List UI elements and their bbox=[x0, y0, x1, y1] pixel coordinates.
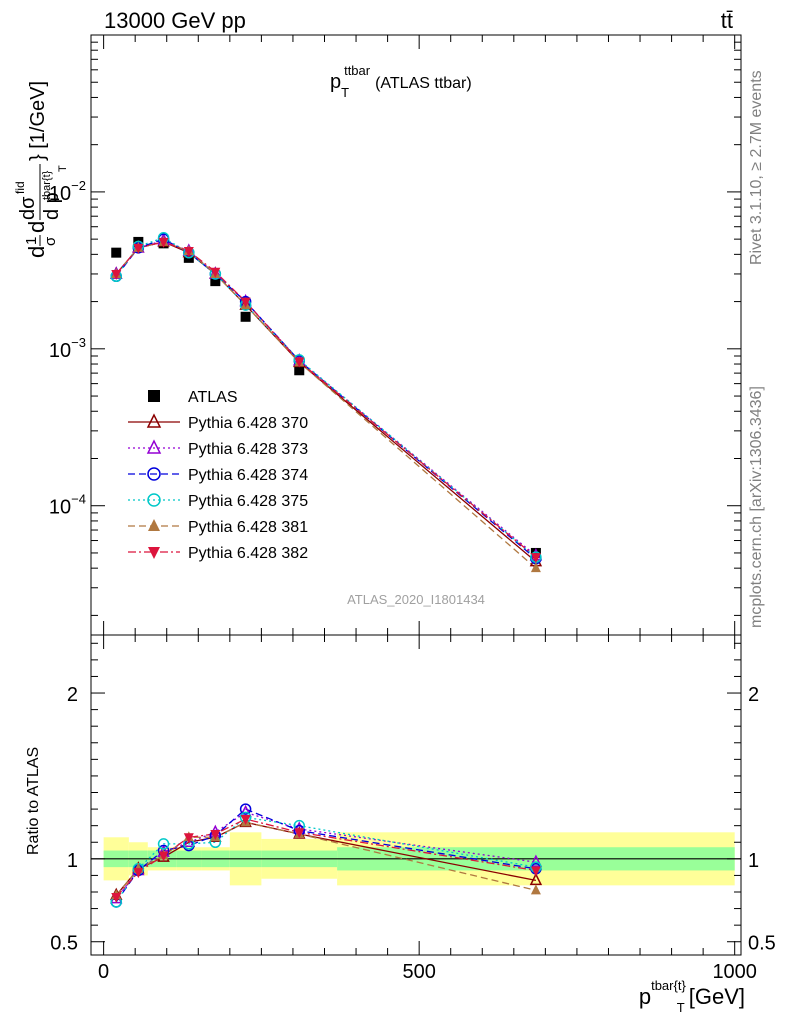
ratio-data-point bbox=[240, 815, 251, 826]
ratio-data-point bbox=[133, 868, 144, 879]
mc-data-point bbox=[133, 243, 144, 254]
x-axis-label: ptbar{t} T [GeV] bbox=[639, 978, 745, 1015]
legend-marker bbox=[147, 467, 161, 481]
ratio-data-point bbox=[530, 884, 541, 895]
legend-label: Pythia 6.428 373 bbox=[188, 441, 308, 458]
svg-text:d p: d p bbox=[41, 192, 63, 220]
x-tick-label: 0 bbox=[98, 961, 109, 983]
main-plot-markers bbox=[110, 232, 543, 573]
svg-text:1: 1 bbox=[23, 237, 40, 245]
ratio-data-point bbox=[529, 854, 543, 867]
ratio-data-point bbox=[294, 828, 305, 839]
main-y-tick-label: 10−4 bbox=[49, 492, 86, 519]
ratio-y-tick-label-right: 2 bbox=[748, 684, 759, 706]
analysis-id: ATLAS_2020_I1801434 bbox=[347, 592, 485, 607]
main-y-axis-label: d 1 σ d dσ fid d p tbar{t} T } [1/GeV] bbox=[13, 81, 69, 258]
mc-data-point bbox=[530, 562, 541, 573]
legend: ATLAS Pythia 6.428 370 Pythia 6.428 373 Pyt… bbox=[128, 389, 308, 562]
svg-text:} [1/GeV]: } [1/GeV] bbox=[27, 81, 49, 161]
main-y-tick-label: 10−3 bbox=[49, 335, 86, 362]
mc-data-point bbox=[530, 553, 541, 564]
svg-text:d: d bbox=[24, 221, 49, 233]
main-y-tick-labels: 10−2 10−3 10−4 bbox=[49, 178, 86, 519]
ratio-series-line bbox=[115, 808, 537, 903]
mc-data-point bbox=[240, 297, 251, 308]
legend-marker bbox=[148, 519, 160, 531]
ratio-y-tick-label-left: 1 bbox=[67, 850, 78, 872]
source-label: mcplots.cern.ch [arXiv:1306.3436] bbox=[748, 386, 765, 628]
legend-marker bbox=[148, 547, 160, 559]
legend-label: Pythia 6.428 382 bbox=[188, 545, 308, 562]
atlas-data-point bbox=[240, 311, 251, 322]
main-plot-lines bbox=[115, 237, 537, 569]
ratio-uncertainty-bands bbox=[91, 832, 741, 886]
atlas-data-point bbox=[111, 247, 122, 258]
ratio-x-tick-labels: 0 500 1000 bbox=[98, 961, 757, 983]
ratio-data-point bbox=[111, 892, 122, 903]
rivet-label: Rivet 3.1.10, ≥ 2.7M events bbox=[748, 70, 765, 265]
ratio-y-tick-label-left: 2 bbox=[67, 684, 78, 706]
ratio-data-point bbox=[183, 833, 194, 844]
energy-label: 13000 GeV pp bbox=[104, 8, 246, 33]
ratio-data-point bbox=[239, 803, 252, 815]
atlas-data-point bbox=[294, 365, 305, 376]
mc-data-point bbox=[294, 357, 305, 368]
mc-data-point bbox=[210, 267, 221, 278]
ratio-y-tick-label-right: 0.5 bbox=[748, 933, 776, 955]
main-axis-ticks bbox=[91, 34, 741, 635]
legend-label: Pythia 6.428 381 bbox=[188, 519, 308, 536]
svg-text:T: T bbox=[57, 165, 69, 172]
svg-text:fid: fid bbox=[13, 181, 27, 194]
legend-marker bbox=[148, 390, 160, 402]
svg-text:dσ: dσ bbox=[17, 196, 39, 220]
mc-data-point bbox=[111, 269, 122, 280]
ratio-data-point bbox=[210, 829, 221, 840]
ratio-plot-markers bbox=[110, 803, 543, 908]
legend-label: Pythia 6.428 374 bbox=[188, 467, 308, 484]
x-tick-label: 500 bbox=[402, 961, 435, 983]
main-title: pTttbar(ATLAS ttbar) bbox=[330, 63, 472, 100]
ratio-y-tick-label-left: 0.5 bbox=[50, 933, 78, 955]
ratio-data-point bbox=[158, 851, 169, 862]
ratio-series-line bbox=[115, 816, 537, 903]
ratio-y-axis-label: Ratio to ATLAS bbox=[25, 747, 42, 855]
x-tick-label: 1000 bbox=[712, 961, 757, 983]
legend-label: Pythia 6.428 370 bbox=[188, 415, 308, 432]
legend-label: Pythia 6.428 375 bbox=[188, 493, 308, 510]
mc-data-point bbox=[183, 247, 194, 258]
legend-marker bbox=[147, 493, 161, 507]
mc-data-point bbox=[158, 237, 169, 248]
ratio-y-tick-label-right: 1 bbox=[748, 850, 759, 872]
legend-marker bbox=[146, 439, 162, 454]
process-label: tt̄ bbox=[721, 8, 733, 33]
main-series-line bbox=[115, 238, 537, 560]
main-series-line bbox=[115, 241, 537, 569]
ratio-data-point bbox=[157, 838, 170, 850]
svg-text:d: d bbox=[24, 246, 49, 258]
ratio-data-point bbox=[530, 866, 541, 877]
ratio-axis-ticks bbox=[91, 635, 741, 955]
legend-label: ATLAS bbox=[188, 389, 238, 406]
atlas-data-point bbox=[210, 276, 221, 287]
main-series-line bbox=[115, 241, 537, 558]
ratio-y-tick-labels: 0.5 0.5 1 1 2 2 bbox=[50, 684, 776, 955]
svg-text:σ: σ bbox=[42, 236, 59, 246]
main-y-tick-label: 10−2 bbox=[49, 178, 86, 205]
svg-text:tbar{t}: tbar{t} bbox=[41, 170, 53, 200]
legend-marker bbox=[146, 413, 162, 428]
ratio-plot-frame bbox=[90, 634, 742, 956]
